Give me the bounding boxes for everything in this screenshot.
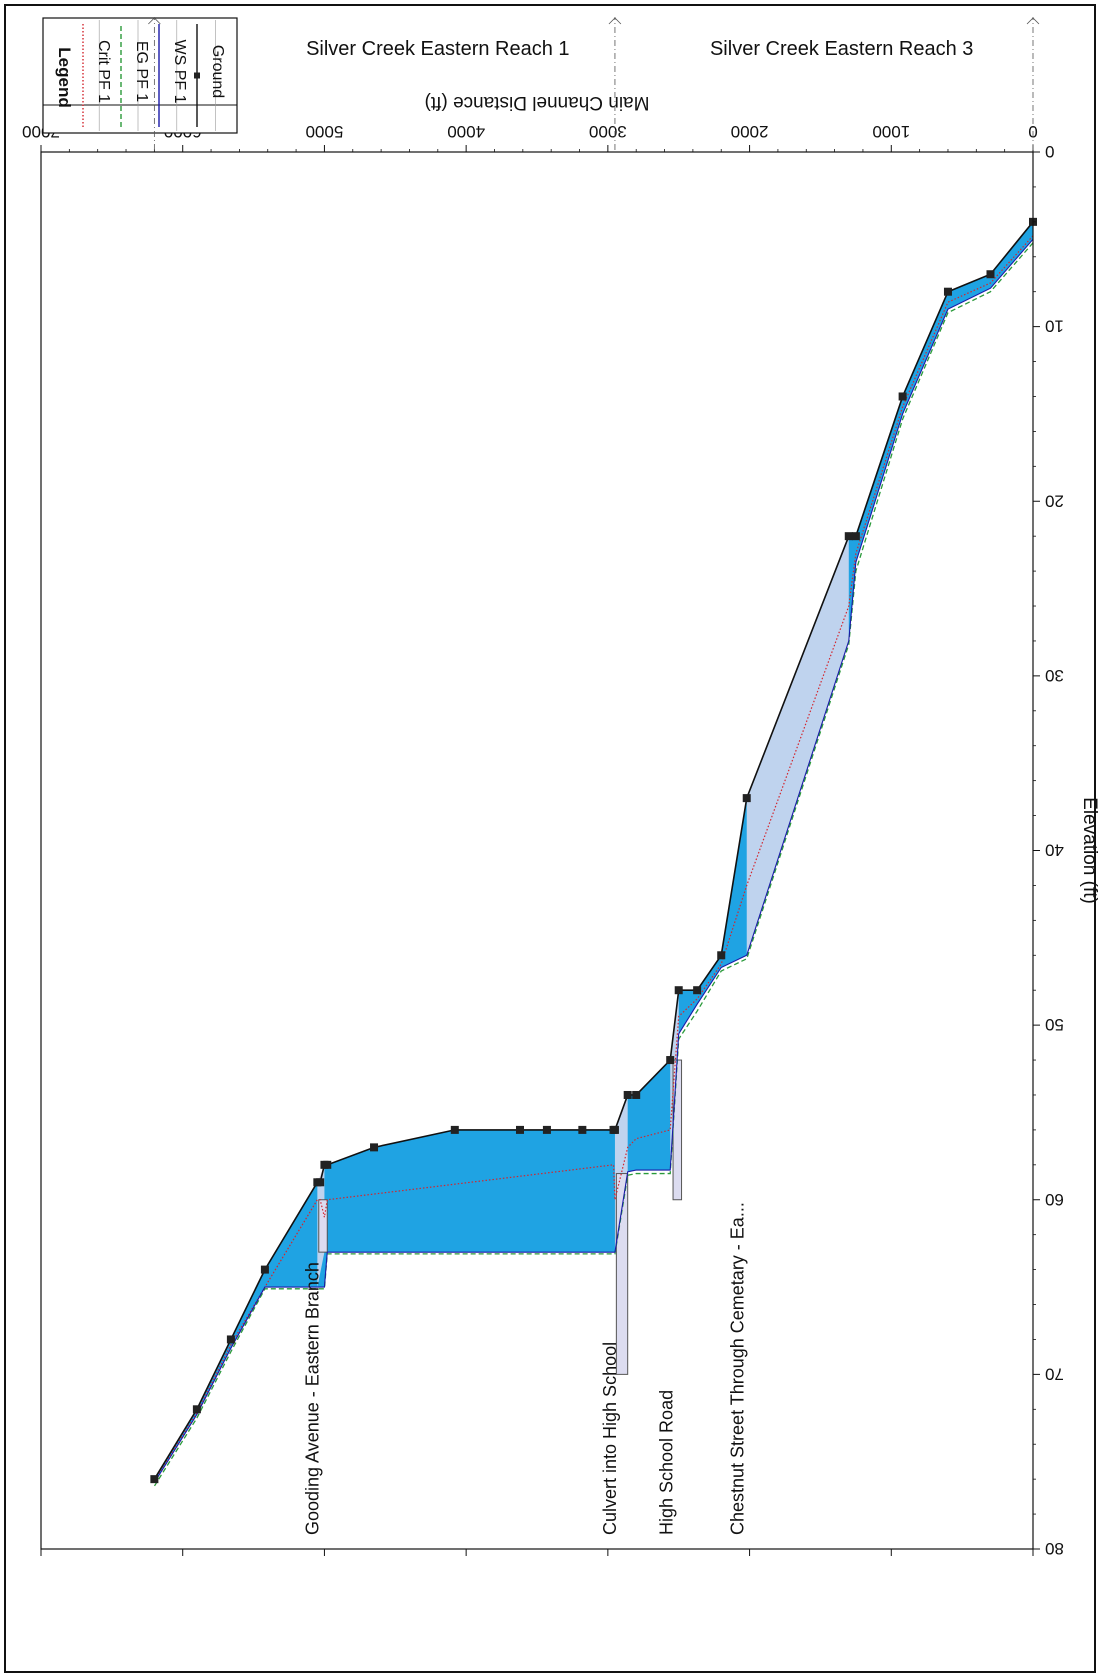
ws-line xyxy=(153,238,1034,1483)
ground-marker xyxy=(260,1265,269,1274)
x-axis-label: Main Channel Distance (ft) xyxy=(425,92,650,113)
legend-title: Legend xyxy=(55,47,74,107)
ground-marker xyxy=(623,1090,632,1099)
legend-marker-swatch xyxy=(194,72,200,79)
y-tick-label: 20 xyxy=(1045,491,1064,510)
ground-marker xyxy=(226,1335,235,1344)
x-tick-label: 1000 xyxy=(872,122,910,141)
y-tick-label: 0 xyxy=(1045,142,1054,161)
x-tick-label: 3000 xyxy=(589,122,627,141)
crit-line xyxy=(153,235,1034,1482)
axes-layer: 0100020003000400050006000700001020304050… xyxy=(22,92,1100,1558)
ground-marker xyxy=(450,1125,459,1134)
structure-label-3: High School Road xyxy=(657,1390,677,1535)
y-tick-label: 70 xyxy=(1045,1364,1064,1383)
y-axis-label: Elevation (ft) xyxy=(1079,797,1100,904)
y-tick-label: 60 xyxy=(1045,1190,1064,1209)
reach-boundary-arrow xyxy=(608,17,622,25)
eg-line xyxy=(153,242,1034,1487)
x-tick-label: 5000 xyxy=(306,122,344,141)
ground-marker xyxy=(943,287,952,296)
plot-layer xyxy=(150,217,1037,1487)
ground-marker xyxy=(542,1125,551,1134)
x-tick-label: 2000 xyxy=(731,122,769,141)
ground-marker xyxy=(313,1178,322,1187)
ground-marker xyxy=(609,1125,618,1134)
structure-block-2 xyxy=(615,1173,629,1375)
ground-marker xyxy=(192,1405,201,1414)
reach-label-downstream: Silver Creek Eastern Reach 3 xyxy=(710,38,973,60)
legend-item-label: EG PF 1 xyxy=(133,41,150,102)
reach-label-upstream: Silver Creek Eastern Reach 1 xyxy=(306,38,569,60)
legend-item-label: WS PF 1 xyxy=(171,39,188,103)
ground-marker xyxy=(844,532,853,541)
structure-block-3 xyxy=(318,1199,328,1253)
plot-border xyxy=(40,151,1034,1550)
legend-item-label: Crit PF 1 xyxy=(95,40,112,103)
reach-boundary-arrow xyxy=(148,17,161,25)
ground-marker xyxy=(370,1143,379,1152)
page-frame xyxy=(4,4,1096,1673)
ground-marker xyxy=(986,270,995,279)
x-tick-label: 4000 xyxy=(447,122,485,141)
ground-marker xyxy=(515,1125,524,1134)
ground-marker xyxy=(674,986,683,995)
structure-label-4: Chestnut Street Through Cemetary - Ea... xyxy=(728,1202,748,1535)
ground-marker xyxy=(578,1125,587,1134)
ground-marker xyxy=(717,951,726,960)
water-surface-fill xyxy=(154,221,1033,1483)
structure-label-1: Gooding Avenue - Eastern Branch xyxy=(302,1262,322,1535)
ground-marker xyxy=(150,1475,159,1484)
ground-marker xyxy=(851,532,860,541)
ground-marker xyxy=(320,1160,329,1169)
rotated-chart-group: 0100020003000400050006000700001020304050… xyxy=(22,17,1100,1558)
structure-block-1 xyxy=(672,1059,683,1201)
y-tick-label: 10 xyxy=(1045,317,1064,336)
ground-marker xyxy=(742,794,751,803)
annotations: Silver Creek Eastern Reach 1 Silver Creek… xyxy=(148,17,1040,1535)
y-tick-label: 30 xyxy=(1045,666,1064,685)
ground-marker xyxy=(693,986,702,995)
ground-marker xyxy=(632,1090,641,1099)
legend-item-label: Ground xyxy=(209,45,226,98)
ground-marker xyxy=(666,1056,675,1065)
reach-boundary-arrow xyxy=(1026,17,1040,25)
y-tick-label: 50 xyxy=(1045,1015,1064,1034)
legend: Legend Crit PF 1 EG PF 1 WS PF 1 Ground xyxy=(42,17,238,134)
conveyance-zone-1 xyxy=(746,536,849,956)
y-tick-label: 40 xyxy=(1045,841,1064,860)
legend-box xyxy=(42,17,238,134)
y-tick-label: 80 xyxy=(1045,1539,1064,1558)
ground-marker xyxy=(898,392,907,401)
structure-label-2: Culvert into High School xyxy=(600,1342,620,1535)
